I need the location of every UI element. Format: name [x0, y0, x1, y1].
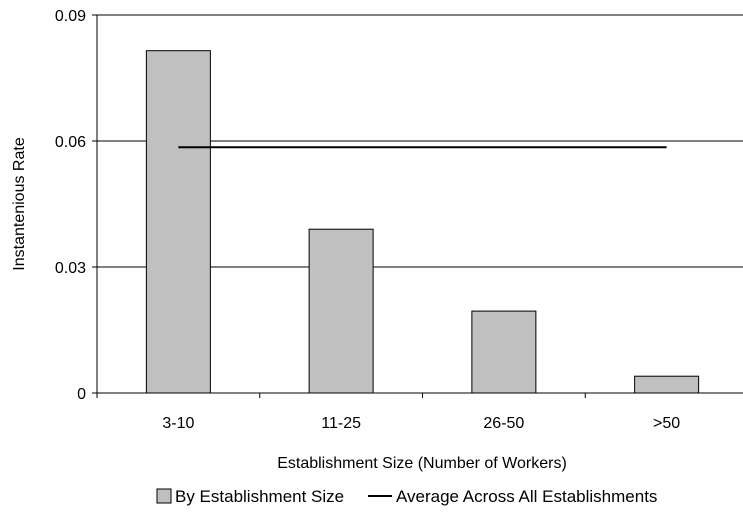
bar-26-50 [471, 310, 537, 394]
x-tick-labels: 3-10 11-25 26-50 >50 [162, 415, 680, 432]
x-axis-title: Establishment Size (Number of Workers) [277, 455, 567, 472]
legend-bar-label: By Establishment Size [175, 487, 344, 506]
legend-line-label: Average Across All Establishments [396, 487, 657, 506]
y-tick-label-1: 0.03 [55, 260, 86, 277]
x-tick-label-3: >50 [653, 415, 680, 432]
y-tick-label-2: 0.06 [55, 134, 86, 151]
legend: By Establishment Size Average Across All… [156, 487, 657, 506]
y-tick-label-0: 0 [77, 386, 86, 403]
bar->50 [634, 375, 700, 394]
y-tick-label-3: 0.09 [55, 8, 86, 25]
bar-11-25 [308, 228, 374, 394]
y-tick-labels: 0 0.03 0.06 0.09 [55, 8, 86, 403]
bar-3-10 [145, 50, 211, 394]
x-tick-label-0: 3-10 [162, 415, 194, 432]
x-tick-label-1: 11-25 [321, 415, 361, 432]
x-tick-label-2: 26-50 [483, 415, 524, 432]
legend-bar-swatch [156, 488, 172, 504]
bars [145, 50, 700, 394]
y-axis-title: Instantenious Rate [11, 137, 28, 271]
axes [92, 14, 743, 398]
